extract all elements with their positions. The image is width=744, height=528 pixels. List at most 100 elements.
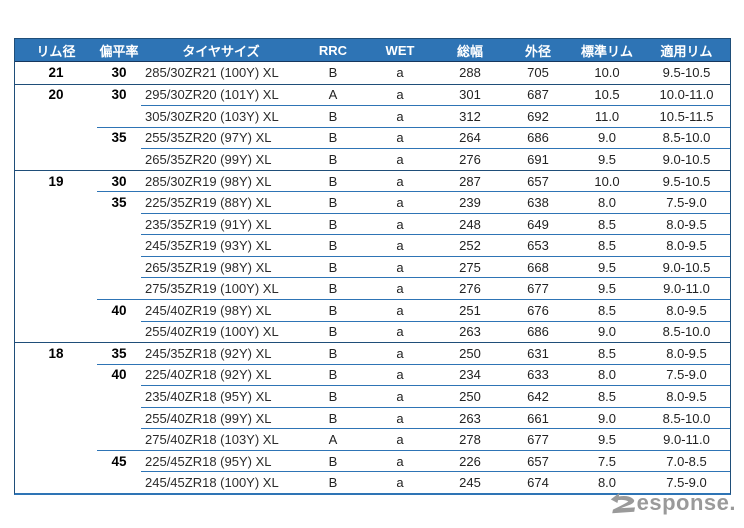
cell-ar: 35 [97, 342, 141, 364]
cell-rim [15, 213, 97, 235]
cell-ar: 40 [97, 299, 141, 321]
cell-ar: 35 [97, 191, 141, 213]
cell-rrc: B [301, 406, 365, 429]
cell-width: 312 [435, 105, 505, 127]
cell-app_rim: 8.5-10.0 [643, 126, 730, 149]
cell-width: 288 [459, 65, 481, 81]
col-header-tire-size: タイヤサイズ [182, 43, 260, 59]
cell-rim [15, 256, 97, 278]
cell-od: 661 [505, 406, 571, 429]
cell-width: 245 [435, 471, 505, 493]
cell-std_rim: 9.5 [571, 428, 643, 450]
cell-od: 691 [505, 148, 571, 170]
cell-od: 686 [505, 126, 571, 149]
cell-std_rim: 9.0 [571, 320, 643, 343]
cell-rrc: B [301, 234, 365, 256]
cell-rim [15, 105, 97, 127]
cell-od: 653 [505, 234, 571, 256]
cell-std_rim: 9.5 [571, 277, 643, 299]
cell-app_rim: 7.5-9.0 [643, 363, 730, 386]
col-header-rim-diameter: リム径 [36, 43, 76, 59]
cell-std_rim: 8.5 [571, 234, 643, 256]
cell-size: 225/35ZR19 (88Y) XL [141, 191, 301, 213]
cell-wet: a [365, 212, 435, 235]
cell-wet: a [365, 320, 435, 343]
cell-od: 674 [505, 471, 571, 493]
cell-wet: a [365, 428, 435, 450]
cell-std_rim: 8.0 [571, 471, 643, 493]
cell-rrc: B [301, 385, 365, 407]
cell-size: 235/35ZR19 (91Y) XL [141, 212, 301, 235]
cell-size: 265/35ZR19 (98Y) XL [141, 255, 301, 278]
cell-wet: a [365, 277, 435, 299]
cell-od: 631 [505, 342, 571, 364]
cell-rim [15, 428, 97, 450]
col-header-standard-rim: 標準リム [580, 43, 633, 59]
cell-std_rim: 8.0 [571, 363, 643, 386]
cell-app_rim: 9.5-10.5 [662, 65, 711, 81]
cell-width: 248 [435, 212, 505, 235]
cell-width: 239 [435, 191, 505, 213]
cell-rrc: A [301, 83, 365, 106]
cell-ar: 45 [97, 449, 141, 472]
cell-rim [15, 299, 97, 321]
cell-rim [15, 321, 97, 343]
cell-rrc: B [301, 363, 365, 386]
cell-size: 255/40ZR19 (100Y) XL [141, 320, 301, 343]
cell-ar [97, 385, 141, 407]
cell-size: 275/40ZR18 (103Y) XL [141, 428, 301, 450]
cell-rrc: B [301, 299, 365, 321]
cell-size: 285/30ZR19 (98Y) XL [141, 169, 301, 192]
cell-std_rim: 9.0 [571, 126, 643, 149]
cell-rim [15, 148, 97, 170]
cell-app_rim: 8.0-9.5 [643, 234, 730, 256]
cell-od: 705 [527, 65, 549, 81]
cell-app_rim: 9.0-11.0 [643, 428, 730, 450]
cell-app_rim: 8.0-9.5 [643, 342, 730, 364]
cell-ar: 40 [97, 363, 141, 386]
cell-std_rim: 9.0 [571, 406, 643, 429]
cell-ar [97, 234, 141, 256]
cell-od: 657 [505, 449, 571, 472]
cell-size: 265/35ZR20 (99Y) XL [141, 148, 301, 170]
cell-rrc: B [301, 212, 365, 235]
cell-ar [97, 277, 141, 299]
cell-size: 245/35ZR18 (92Y) XL [141, 342, 301, 364]
cell-wet: a [365, 148, 435, 170]
response-logo-text: esponse. [636, 490, 736, 515]
cell-app_rim: 8.0-9.5 [643, 299, 730, 321]
cell-rim [15, 364, 97, 386]
cell-ar [97, 105, 141, 127]
cell-std_rim: 8.5 [571, 299, 643, 321]
cell-width: 264 [435, 126, 505, 149]
cell-rrc: B [301, 449, 365, 472]
col-header-rrc: RRC [318, 42, 348, 58]
cell-width: 276 [435, 277, 505, 299]
cell-od: 677 [505, 428, 571, 450]
cell-ar [97, 213, 141, 235]
cell-wet: a [365, 342, 435, 364]
cell-std_rim: 10.0 [571, 169, 643, 192]
cell-size: 305/30ZR20 (103Y) XL [141, 105, 301, 127]
cell-size: 245/35ZR19 (93Y) XL [141, 234, 301, 256]
cell-wet: a [365, 363, 435, 386]
cell-size: 245/45ZR18 (100Y) XL [141, 471, 301, 493]
table-header-row: リム径 偏平率 タイヤサイズ RRC WET 総幅 外径 標準リム 適用リム [15, 39, 730, 62]
cell-rrc: B [301, 105, 365, 127]
cell-wet: a [365, 406, 435, 429]
cell-width: 234 [435, 363, 505, 386]
cell-width: 251 [435, 299, 505, 321]
cell-app_rim: 7.5-9.0 [643, 191, 730, 213]
cell-size: 235/40ZR18 (95Y) XL [141, 385, 301, 407]
cell-width: 250 [435, 342, 505, 364]
col-header-wet: WET [385, 42, 415, 58]
cell-width: 263 [435, 406, 505, 429]
